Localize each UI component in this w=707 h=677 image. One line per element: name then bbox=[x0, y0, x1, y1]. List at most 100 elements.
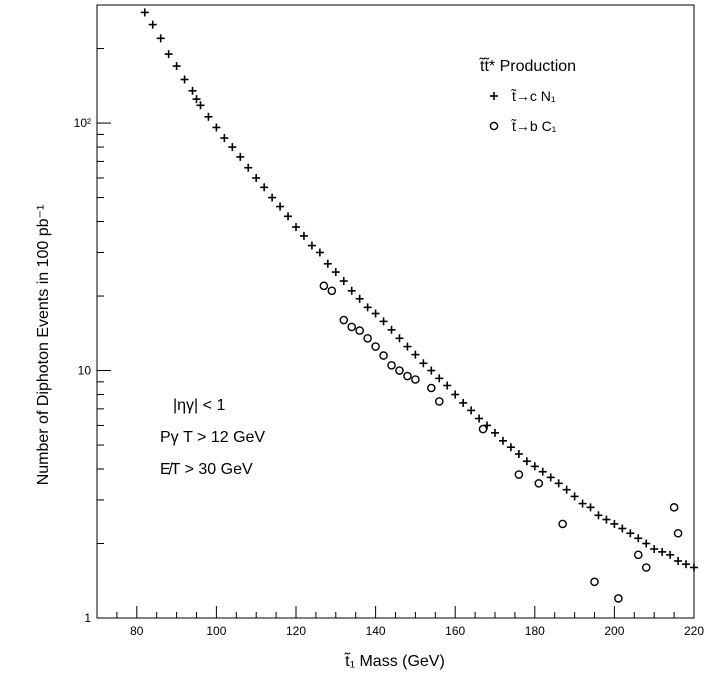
data-point-plus bbox=[220, 134, 229, 143]
data-point-circle bbox=[478, 424, 488, 434]
data-point-circle bbox=[411, 375, 420, 384]
data-point-plus bbox=[347, 286, 356, 295]
data-point-circle bbox=[355, 326, 364, 335]
data-point-plus bbox=[276, 202, 285, 211]
data-point-plus bbox=[196, 101, 205, 110]
y-tick-label: 10² bbox=[74, 116, 91, 130]
x-axis-title: t̃₁ Mass (GeV) bbox=[344, 651, 445, 670]
x-tick-label: 120 bbox=[286, 624, 306, 638]
data-point-plus bbox=[331, 268, 340, 277]
data-point-plus bbox=[522, 457, 531, 466]
data-point-plus bbox=[435, 374, 444, 383]
data-point-plus bbox=[514, 449, 523, 458]
x-tick-label: 140 bbox=[366, 624, 386, 638]
data-point-plus bbox=[538, 467, 547, 476]
data-point-plus bbox=[642, 539, 651, 548]
data-point-plus bbox=[658, 547, 667, 556]
x-tick-label: 80 bbox=[130, 624, 144, 638]
data-point-circle bbox=[319, 281, 329, 291]
data-point-plus bbox=[690, 563, 698, 572]
data-point-plus bbox=[228, 143, 237, 152]
data-point-circle bbox=[347, 322, 357, 332]
data-point-circle bbox=[669, 503, 679, 512]
data-point-plus bbox=[192, 95, 201, 104]
data-point-plus bbox=[156, 34, 165, 43]
cuts-annotation: |ηγ| < 1 Pγ T > 12 GeV E̸T > 30 GeV bbox=[160, 397, 265, 478]
data-point-plus bbox=[323, 259, 332, 268]
data-point-plus bbox=[148, 20, 157, 29]
data-point-plus bbox=[578, 499, 587, 508]
data-point-circle bbox=[387, 360, 396, 370]
data-point-plus bbox=[546, 473, 555, 482]
x-tick-label: 180 bbox=[525, 624, 545, 638]
data-point-plus bbox=[212, 123, 221, 132]
met-cut-label: E̸T > 30 GeV bbox=[160, 461, 253, 478]
data-point-plus bbox=[562, 485, 571, 494]
legend-label-b-to-bC1: t̃→b C₁ bbox=[511, 118, 557, 134]
data-point-plus bbox=[292, 223, 300, 232]
pt-cut-label: Pγ T > 12 GeV bbox=[160, 429, 265, 446]
data-point-circle bbox=[327, 286, 337, 296]
data-point-plus bbox=[244, 163, 253, 172]
data-point-plus bbox=[363, 303, 372, 312]
data-point-circle bbox=[339, 315, 349, 325]
data-point-plus bbox=[315, 248, 324, 257]
data-point-plus bbox=[387, 325, 396, 334]
data-point-circle bbox=[371, 342, 380, 351]
eta-cut-label: |ηγ| < 1 bbox=[173, 397, 225, 414]
legend-marker-circle bbox=[489, 121, 499, 131]
data-point-circle bbox=[590, 577, 599, 587]
data-point-plus bbox=[180, 75, 189, 84]
data-point-circle bbox=[558, 519, 567, 529]
data-point-plus bbox=[451, 390, 460, 399]
data-point-plus bbox=[204, 112, 213, 121]
data-point-circle bbox=[395, 366, 404, 375]
data-point-plus bbox=[284, 212, 293, 221]
data-point-plus bbox=[443, 381, 452, 390]
legend-label-c-to-cN1: t̃→c N₁ bbox=[511, 88, 556, 104]
data-point-circle bbox=[434, 397, 444, 406]
data-point-plus bbox=[355, 294, 364, 303]
data-point-circle bbox=[633, 550, 643, 560]
data-point-plus bbox=[498, 436, 507, 445]
data-point-plus bbox=[674, 556, 683, 565]
data-point-plus bbox=[339, 277, 348, 286]
y-axis: 1 10 10² bbox=[74, 4, 111, 625]
data-point-plus bbox=[411, 350, 420, 359]
data-point-plus bbox=[172, 62, 181, 71]
data-point-plus bbox=[530, 462, 539, 471]
data-point-plus bbox=[618, 524, 627, 533]
data-point-plus bbox=[594, 511, 603, 520]
data-point-plus bbox=[379, 317, 388, 326]
data-point-plus bbox=[188, 86, 197, 95]
data-point-circle bbox=[403, 371, 412, 381]
data-point-plus bbox=[467, 406, 476, 415]
data-point-circle bbox=[534, 479, 544, 488]
data-point-circle bbox=[614, 594, 623, 603]
x-tick-label: 100 bbox=[206, 624, 226, 638]
data-point-plus bbox=[554, 479, 563, 488]
data-point-plus bbox=[610, 519, 619, 528]
data-point-plus bbox=[459, 398, 468, 407]
y-tick-label: 10 bbox=[78, 364, 92, 378]
data-point-plus bbox=[634, 534, 643, 543]
data-point-plus bbox=[268, 193, 277, 202]
data-point-plus bbox=[140, 8, 149, 17]
data-point-plus bbox=[586, 503, 595, 512]
data-point-plus bbox=[483, 421, 492, 430]
data-point-plus bbox=[682, 560, 691, 569]
data-point-plus bbox=[650, 545, 659, 554]
data-point-plus bbox=[570, 492, 579, 501]
plot-frame bbox=[96, 4, 695, 619]
data-point-plus bbox=[626, 529, 635, 538]
data-point-plus bbox=[506, 443, 515, 452]
data-point-circle bbox=[379, 351, 388, 360]
data-point-plus bbox=[395, 334, 404, 343]
data-point-plus bbox=[236, 152, 245, 161]
series-c-to-cN1 bbox=[140, 8, 698, 572]
x-axis: 80 100 120 140 160 180 200 220 bbox=[96, 606, 704, 638]
data-point-plus bbox=[260, 183, 269, 192]
legend-marker-plus bbox=[490, 92, 498, 100]
data-point-plus bbox=[164, 50, 173, 59]
legend-title: t̃t̃* Production bbox=[478, 56, 576, 75]
